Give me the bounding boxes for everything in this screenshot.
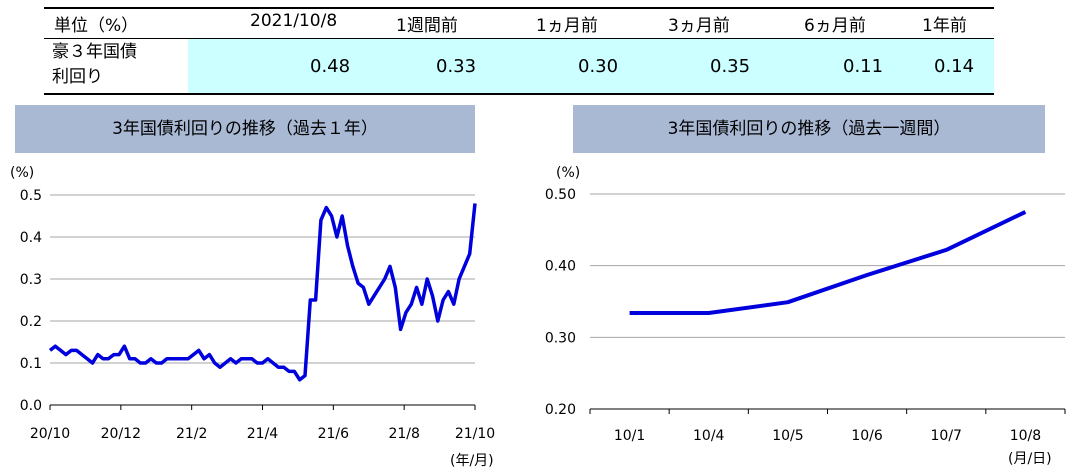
x-tick-label: 10/6 (851, 428, 883, 444)
yield-line-1week (629, 210, 1027, 315)
y-axis-unit-label: (%) (10, 165, 34, 181)
column-header-6month: 6ヵ月前 (804, 16, 866, 36)
x-tick-label: 10/7 (931, 428, 962, 444)
table-bottom-border (44, 93, 994, 95)
y-tick-label: 0.20 (545, 402, 576, 418)
row-label: 豪３年国債 利回り (52, 40, 137, 90)
yield-summary-table: 単位（%） 2021/10/8 1週間前 1ヵ月前 3ヵ月前 6ヵ月前 1年前 … (44, 7, 994, 95)
y-tick-label: 0.4 (20, 230, 42, 246)
y-tick-label: 0.0 (20, 398, 42, 414)
y-tick-label: 0.5 (20, 188, 42, 204)
x-tick-label: 10/8 (1010, 428, 1041, 444)
yield-line-1year (48, 203, 477, 382)
unit-label: 単位（%） (54, 16, 139, 36)
x-tick-label: 21/6 (318, 426, 350, 442)
row-label-line2: 利回り (52, 67, 103, 87)
value-1year: 0.14 (934, 56, 975, 77)
y-axis-unit-label: (%) (556, 165, 580, 181)
x-tick-label: 21/8 (388, 426, 419, 442)
x-tick-label: 10/1 (614, 428, 645, 444)
value-6month: 0.11 (843, 56, 884, 77)
value-current: 0.48 (310, 56, 351, 77)
chart-title-1year: 3年国債利回りの推移（過去１年） (15, 105, 475, 153)
y-tick-label: 0.50 (545, 187, 576, 203)
table-header-divider (44, 38, 994, 39)
x-tick-label: 21/4 (247, 426, 279, 442)
value-3month: 0.35 (710, 56, 751, 77)
column-header-1year: 1年前 (922, 16, 967, 36)
value-1month: 0.30 (578, 56, 619, 77)
chart-title-1week: 3年国債利回りの推移（過去一週間） (573, 105, 1045, 153)
x-tick-label: 10/5 (772, 428, 803, 444)
y-tick-label: 0.40 (545, 259, 576, 275)
x-tick-label: 20/10 (30, 426, 70, 442)
y-tick-label: 0.3 (20, 272, 42, 288)
x-tick-label: 10/4 (693, 428, 725, 444)
chart-yield-1week: (%) (月/日) 0.20 0.30 0.40 0.50 10/1 10/4 10/5 10… (545, 165, 1066, 467)
value-1week: 0.33 (436, 56, 477, 77)
x-tick-label: 21/2 (176, 426, 207, 442)
y-tick-label: 0.1 (20, 356, 42, 372)
column-header-date: 2021/10/8 (250, 11, 338, 31)
table-top-border (44, 7, 994, 9)
y-tick-label: 0.2 (20, 314, 42, 330)
column-header-1week: 1週間前 (396, 16, 458, 36)
x-tick-label: 20/12 (101, 426, 141, 442)
x-axis-unit-label: (月/日) (1008, 451, 1052, 467)
column-header-3month: 3ヵ月前 (668, 16, 730, 36)
y-tick-label: 0.30 (545, 330, 576, 346)
row-label-line1: 豪３年国債 (52, 42, 137, 62)
chart-yield-1year: (%) (年/月) 0.0 0.1 0.2 0.3 0.4 0.5 20/10 20/12 21… (10, 165, 495, 469)
x-tick-label: 21/10 (455, 426, 495, 442)
x-axis-unit-label: (年/月) (450, 453, 494, 469)
value-row-highlight (188, 39, 994, 93)
column-header-1month: 1ヵ月前 (536, 16, 598, 36)
